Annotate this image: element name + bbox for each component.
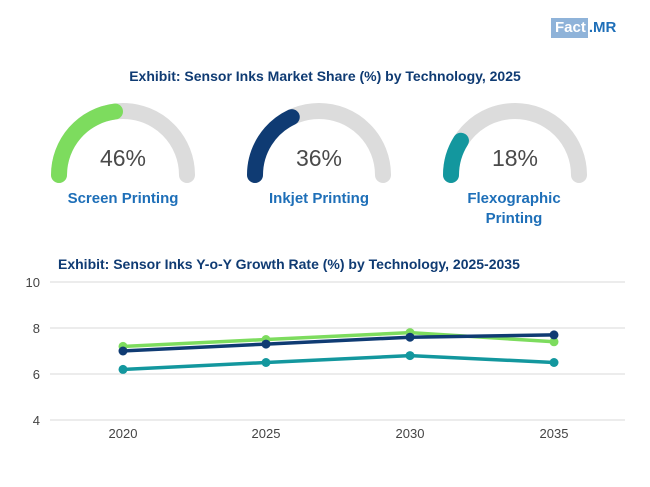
data-point-inkjet-printing	[549, 330, 559, 340]
data-point-screen-printing	[549, 337, 559, 347]
data-point-flexographic-printing	[549, 358, 559, 367]
y-tick-label: 10	[26, 275, 40, 290]
data-point-inkjet-printing	[118, 346, 128, 356]
gauge-fill	[247, 109, 300, 183]
gauge-arc-screen-printing	[51, 103, 195, 183]
y-tick-label: 6	[33, 367, 40, 382]
gauge-value: 36%	[295, 145, 343, 171]
x-tick-label: 2035	[540, 426, 569, 441]
gauge-inkjet-printing: 36% Inkjet Printing	[244, 103, 394, 238]
logo-text-mr: .MR	[588, 19, 617, 36]
gauge-arc-flexographic-printing	[443, 103, 587, 183]
gauge-label: Screen Printing	[67, 190, 179, 207]
data-point-flexographic-printing	[405, 351, 415, 361]
data-point-inkjet-printing	[261, 339, 271, 349]
gauge-arc-inkjet-printing	[247, 103, 391, 183]
gauges-title: Exhibit: Sensor Inks Market Share (%) by…	[129, 68, 521, 84]
x-tick-label: 2020	[109, 426, 138, 441]
gauge-fill	[51, 103, 123, 183]
gauge-screen-printing: 46% Screen Printing	[48, 103, 198, 238]
series-line-flexographic-printing	[121, 353, 556, 372]
data-point-inkjet-printing	[405, 332, 415, 342]
x-tick-label: 2030	[396, 426, 425, 441]
data-point-flexographic-printing	[261, 358, 271, 367]
data-point-flexographic-printing	[118, 364, 128, 374]
line-chart: 4 6 8 10 2020 2025 2030 2035	[26, 275, 625, 441]
gauge-flexographic-printing: 18% Flexographic Printing	[440, 103, 590, 238]
gauge-label: Flexographic Printing	[467, 190, 561, 227]
line-chart-title: Exhibit: Sensor Inks Y-o-Y Growth Rate (…	[58, 256, 520, 272]
gauge-label: Inkjet Printing	[268, 190, 369, 207]
factmr-logo: Fact .MR	[551, 18, 616, 38]
gauge-value: 18%	[491, 145, 539, 171]
logo-text-fact: Fact	[551, 18, 588, 38]
gauge-fill	[443, 132, 469, 183]
y-tick-label: 4	[33, 413, 40, 428]
series-line-inkjet-printing	[121, 333, 556, 353]
gauge-value: 46%	[99, 145, 147, 171]
x-tick-label: 2025	[252, 426, 281, 441]
y-tick-label: 8	[33, 321, 40, 336]
